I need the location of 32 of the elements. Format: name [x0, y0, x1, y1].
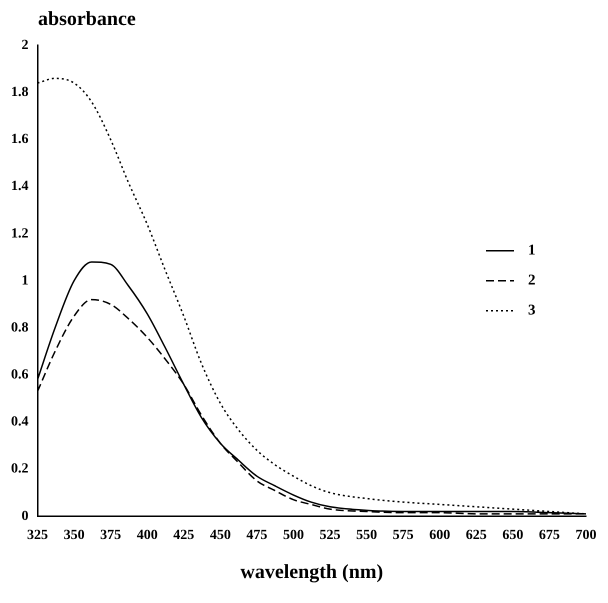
x-tick-label: 675 [538, 528, 560, 544]
y-tick-label: 2 [22, 38, 28, 54]
y-tick-label: 0.2 [11, 462, 28, 477]
x-tick-label: 525 [320, 528, 341, 544]
y-tick-label: 0 [22, 508, 28, 524]
y-tick-label: 1.8 [11, 85, 28, 100]
y-tick-label: 1.6 [11, 132, 28, 148]
y-tick-label: 1.2 [11, 226, 28, 242]
x-axis-title: wavelength (nm) [240, 561, 384, 584]
x-tick-label: 375 [100, 528, 122, 544]
x-tick-label: 500 [282, 528, 304, 544]
x-tick-label: 575 [392, 528, 414, 544]
y-axis-title: absorbance [37, 8, 137, 32]
legend-label: 1 [528, 242, 536, 259]
legend-label: 3 [528, 302, 536, 319]
x-tick-label: 400 [136, 528, 158, 544]
x-tick-label: 600 [429, 528, 450, 544]
x-tick-label: 650 [502, 528, 524, 544]
x-tick-label: 700 [576, 528, 596, 544]
y-tick-label: 0.4 [11, 414, 28, 430]
y-tick-label: 1.4 [11, 179, 28, 194]
x-tick-label: 625 [466, 528, 487, 544]
x-tick-label: 325 [27, 528, 48, 544]
x-tick-label: 450 [210, 528, 231, 544]
y-tick-label: 0.8 [11, 320, 28, 336]
x-tick-label: 550 [356, 528, 378, 544]
y-tick-label: 0.6 [11, 368, 28, 383]
x-tick-label: 350 [64, 528, 85, 544]
x-tick-label: 425 [173, 528, 194, 544]
x-tick-label: 475 [246, 528, 268, 544]
legend-label: 2 [528, 272, 536, 289]
y-tick-label: 1 [22, 273, 28, 288]
